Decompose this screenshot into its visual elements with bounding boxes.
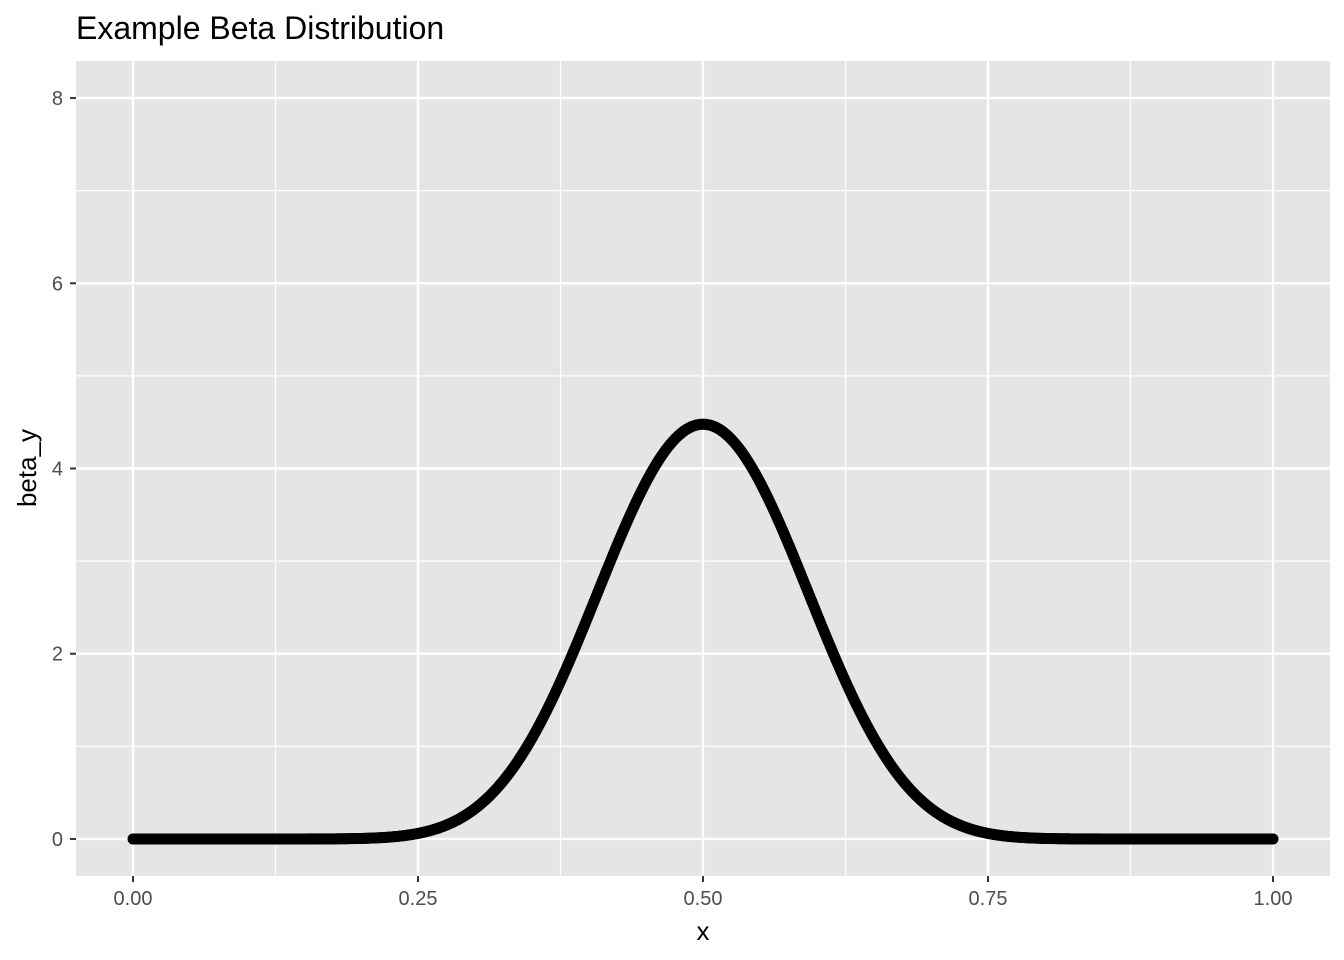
y-tick-label: 6 (52, 273, 63, 295)
y-tick-label: 8 (52, 88, 63, 110)
data-point (1267, 833, 1279, 845)
x-tick-label: 0.50 (684, 888, 723, 910)
y-axis-title: beta_y (12, 429, 42, 507)
chart-title: Example Beta Distribution (76, 10, 444, 46)
x-axis-title: x (697, 916, 710, 946)
x-tick-label: 0.25 (399, 888, 438, 910)
y-axis: 0 2 4 6 8 (52, 88, 76, 851)
y-tick-label: 2 (52, 644, 63, 666)
major-gridlines (76, 61, 1330, 876)
x-tick-label: 0.00 (114, 888, 153, 910)
x-tick-label: 0.75 (969, 888, 1008, 910)
y-tick-label: 4 (52, 459, 63, 481)
x-axis: 0.00 0.25 0.50 0.75 1.00 (114, 876, 1293, 910)
data-points (127, 418, 1279, 845)
y-tick-label: 0 (52, 829, 63, 851)
x-tick-label: 1.00 (1254, 888, 1293, 910)
